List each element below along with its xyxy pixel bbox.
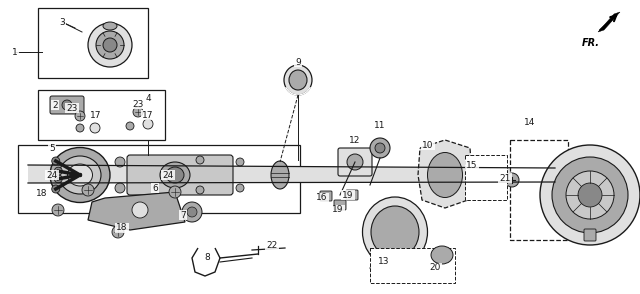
Bar (38, 90, 165, 140)
Polygon shape (418, 140, 472, 208)
Circle shape (236, 184, 244, 192)
Circle shape (75, 111, 85, 121)
Circle shape (76, 124, 84, 132)
Text: 24: 24 (163, 171, 173, 180)
Text: 11: 11 (374, 121, 386, 129)
Circle shape (82, 184, 94, 196)
Polygon shape (370, 255, 400, 280)
Ellipse shape (431, 246, 453, 264)
Circle shape (236, 158, 244, 166)
Circle shape (540, 145, 640, 245)
Ellipse shape (50, 148, 110, 203)
FancyBboxPatch shape (50, 96, 84, 114)
Ellipse shape (289, 70, 307, 90)
Text: 21: 21 (499, 173, 511, 183)
Text: 8: 8 (204, 253, 210, 263)
Circle shape (90, 123, 100, 133)
Bar (18, 145, 300, 213)
Text: 2: 2 (52, 101, 58, 109)
Text: 17: 17 (90, 111, 102, 119)
FancyBboxPatch shape (320, 191, 332, 201)
Text: 23: 23 (132, 99, 144, 108)
Circle shape (566, 171, 614, 219)
Text: 1: 1 (12, 48, 18, 56)
Text: 24: 24 (46, 171, 58, 180)
Text: 20: 20 (429, 263, 441, 273)
Text: 6: 6 (152, 183, 158, 193)
FancyBboxPatch shape (338, 148, 372, 176)
Text: 14: 14 (524, 118, 536, 126)
Circle shape (112, 226, 124, 238)
Circle shape (196, 186, 204, 194)
Bar (370, 248, 455, 283)
Text: 10: 10 (422, 141, 434, 150)
FancyBboxPatch shape (127, 155, 233, 195)
Ellipse shape (59, 156, 101, 194)
Circle shape (182, 202, 202, 222)
Text: 15: 15 (467, 161, 477, 170)
Text: 19: 19 (342, 191, 354, 200)
Text: 18: 18 (36, 188, 48, 198)
Ellipse shape (103, 22, 117, 30)
Circle shape (375, 143, 385, 153)
Bar (465, 155, 507, 200)
Bar (38, 8, 148, 78)
Circle shape (54, 175, 62, 183)
Circle shape (578, 183, 602, 207)
Circle shape (96, 31, 124, 59)
Text: 12: 12 (349, 136, 361, 144)
Ellipse shape (428, 153, 463, 198)
Text: 19: 19 (332, 206, 344, 215)
Ellipse shape (371, 206, 419, 258)
FancyBboxPatch shape (334, 200, 346, 210)
Ellipse shape (362, 197, 428, 267)
Circle shape (126, 122, 134, 130)
Text: 7: 7 (180, 211, 186, 220)
Circle shape (88, 23, 132, 67)
Text: 18: 18 (116, 223, 128, 233)
Circle shape (169, 186, 181, 198)
Text: 16: 16 (316, 193, 328, 203)
Circle shape (103, 38, 117, 52)
Circle shape (347, 154, 363, 170)
Circle shape (132, 202, 148, 218)
Text: 23: 23 (67, 103, 77, 113)
Circle shape (52, 157, 60, 165)
Text: 3: 3 (59, 18, 65, 26)
Circle shape (196, 156, 204, 164)
Ellipse shape (160, 162, 190, 188)
Ellipse shape (271, 161, 289, 189)
Circle shape (552, 157, 628, 233)
Circle shape (187, 207, 197, 217)
FancyBboxPatch shape (584, 229, 596, 241)
Circle shape (143, 119, 153, 129)
Text: 4: 4 (145, 93, 151, 103)
Text: 5: 5 (49, 143, 55, 153)
Ellipse shape (284, 65, 312, 95)
Bar (510, 140, 568, 240)
Polygon shape (598, 12, 620, 32)
Circle shape (115, 183, 125, 193)
Text: FR.: FR. (582, 38, 600, 48)
Circle shape (54, 167, 62, 175)
Circle shape (133, 107, 143, 117)
Circle shape (62, 100, 72, 110)
Text: 22: 22 (266, 240, 278, 250)
Circle shape (52, 185, 60, 193)
Text: 9: 9 (295, 58, 301, 66)
Circle shape (52, 204, 64, 216)
FancyBboxPatch shape (346, 190, 358, 200)
Circle shape (115, 157, 125, 167)
Ellipse shape (67, 164, 93, 186)
Circle shape (505, 173, 519, 187)
Circle shape (370, 138, 390, 158)
Polygon shape (28, 165, 555, 183)
Ellipse shape (166, 167, 184, 183)
Text: 17: 17 (142, 111, 154, 119)
Polygon shape (88, 192, 185, 230)
Text: 13: 13 (378, 258, 390, 266)
